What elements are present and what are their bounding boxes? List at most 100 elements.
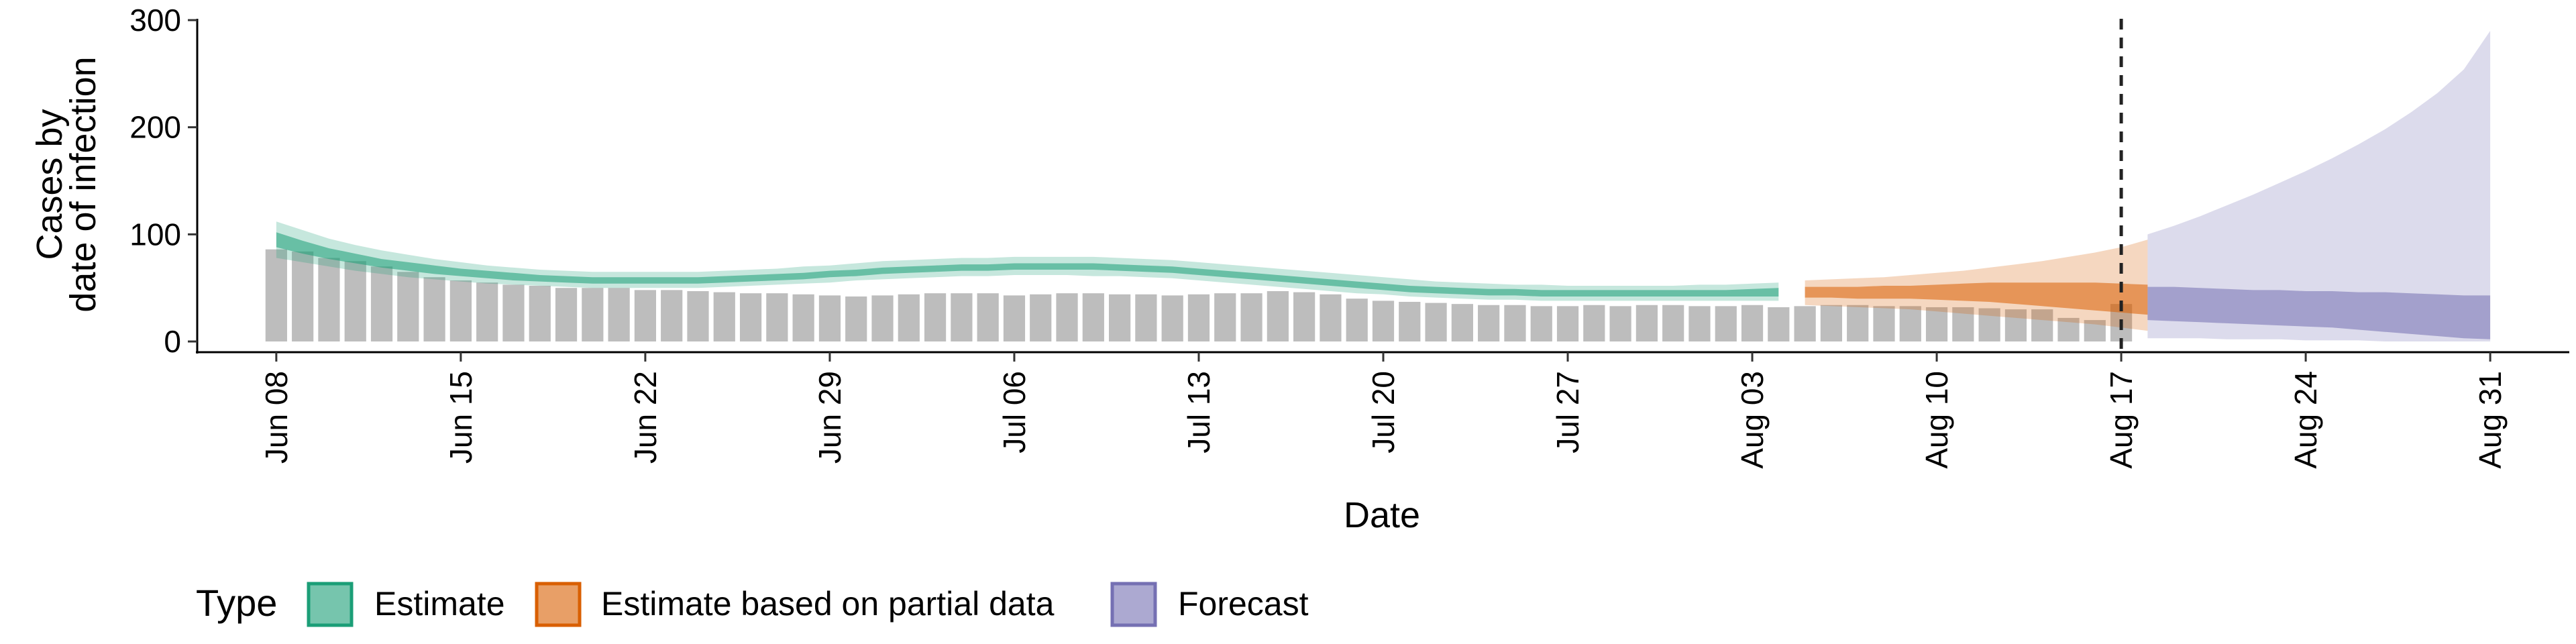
case-bar: [2057, 317, 2080, 342]
legend-item-estimate: Estimate: [307, 582, 505, 627]
legend-label-partial: Estimate based on partial data: [601, 585, 1055, 623]
case-bar: [2084, 320, 2106, 342]
legend-key-forecast: [1110, 582, 1157, 627]
case-bar: [2031, 309, 2053, 342]
legend-item-forecast: Forecast: [1110, 582, 1309, 627]
case-bar: [898, 294, 920, 342]
case-bar: [1056, 293, 1078, 342]
case-bar: [423, 277, 445, 342]
y-axis-title: Cases by date of infection: [30, 56, 103, 312]
case-bar: [818, 295, 841, 342]
forecast-50-interval: [2147, 286, 2491, 339]
case-bar: [2004, 309, 2027, 342]
legend-title: Type: [196, 582, 277, 624]
case-bar: [977, 293, 999, 342]
case-bar: [634, 290, 657, 342]
x-tick-label: Aug 03: [1735, 371, 1770, 469]
case-bar: [687, 290, 709, 342]
x-tick-label: Jul 20: [1366, 371, 1401, 453]
y-axis-ticks: 0 100 200 300: [129, 3, 197, 359]
case-bar: [1978, 308, 2000, 342]
case-bar: [1820, 305, 1843, 342]
y-axis-title-line-1: Cases by: [30, 109, 70, 260]
case-bar: [1451, 304, 1473, 342]
case-bar: [713, 292, 735, 342]
case-bar: [292, 251, 314, 342]
case-bar: [1715, 306, 1737, 342]
case-bar: [1583, 305, 1605, 342]
legend-key-estimate: [307, 582, 354, 627]
case-bar: [1240, 293, 1263, 342]
case-bar: [1952, 307, 1974, 342]
estimate-90-interval: [276, 221, 1779, 301]
y-tick-label: 300: [129, 3, 181, 38]
case-bar: [871, 295, 894, 342]
x-tick-label: Jun 15: [443, 371, 478, 464]
x-tick-label: Jun 29: [812, 371, 847, 464]
legend-label-forecast: Forecast: [1178, 585, 1309, 623]
case-bar: [1030, 294, 1052, 342]
case-bar: [1109, 294, 1131, 342]
y-tick-label: 100: [129, 217, 181, 252]
reported-cases-bars: [265, 249, 2133, 342]
case-bar: [1662, 305, 1684, 342]
case-bar: [449, 280, 472, 342]
case-bar: [1609, 306, 1631, 342]
legend-item-partial: Estimate based on partial data: [535, 582, 1055, 627]
case-bar: [739, 293, 762, 342]
x-tick-label: Jul 27: [1550, 371, 1585, 453]
forecast-90-interval: [2147, 31, 2491, 341]
x-tick-label: Aug 31: [2473, 371, 2508, 469]
case-bar: [1372, 301, 1395, 342]
case-bar: [1847, 305, 1869, 342]
case-bar: [608, 288, 630, 342]
legend: Type Estimate Estimate based on partial …: [196, 582, 1309, 627]
case-bar: [792, 294, 814, 342]
case-bar: [845, 296, 867, 342]
case-bar: [370, 266, 393, 342]
case-bar: [1478, 305, 1500, 342]
y-axis-title-line-2: date of infection: [63, 56, 103, 312]
case-bar: [1556, 306, 1579, 342]
case-bar: [1293, 292, 1316, 342]
case-bar: [265, 249, 287, 342]
legend-key-partial: [535, 582, 582, 627]
case-bar: [1399, 301, 1421, 342]
legend-label-estimate: Estimate: [374, 585, 505, 623]
case-bar: [318, 258, 340, 342]
case-bar: [1873, 306, 1895, 342]
x-axis-title: Date: [1344, 495, 1420, 535]
x-tick-label: Aug 10: [1919, 371, 1954, 469]
case-bar: [1899, 306, 1921, 342]
estimate-ribbons: [276, 31, 2491, 341]
case-bar: [951, 293, 973, 342]
estimate-50-interval: [276, 232, 1779, 297]
case-bar: [1768, 307, 1790, 342]
case-bar: [1925, 307, 1948, 342]
case-bar: [476, 282, 498, 342]
case-bar: [1161, 295, 1183, 342]
case-bar: [1267, 290, 1289, 342]
case-bar: [1688, 306, 1711, 342]
x-axis-ticks: Jun 08 Jun 15 Jun 22 Jun 29 Jul 06 Jul 13 Jul …: [259, 352, 2508, 469]
case-bar: [1214, 293, 1236, 342]
case-bar: [1530, 306, 1552, 342]
x-tick-label: Jul 13: [1181, 371, 1216, 453]
x-tick-label: Aug 17: [2104, 371, 2139, 469]
case-bar: [766, 293, 788, 342]
case-bar: [1504, 305, 1526, 342]
y-tick-label: 200: [129, 110, 181, 145]
case-bar: [529, 286, 551, 342]
case-bar: [1346, 299, 1368, 342]
case-bar: [344, 261, 366, 342]
case-bar: [1135, 294, 1157, 342]
case-bar: [1794, 306, 1816, 342]
case-bar: [1741, 305, 1764, 342]
case-bar: [397, 272, 419, 342]
case-bar: [1425, 303, 1447, 342]
case-bar: [924, 293, 947, 342]
x-tick-label: Jun 22: [628, 371, 663, 464]
case-bar: [1187, 294, 1210, 342]
case-bar: [1003, 295, 1026, 342]
